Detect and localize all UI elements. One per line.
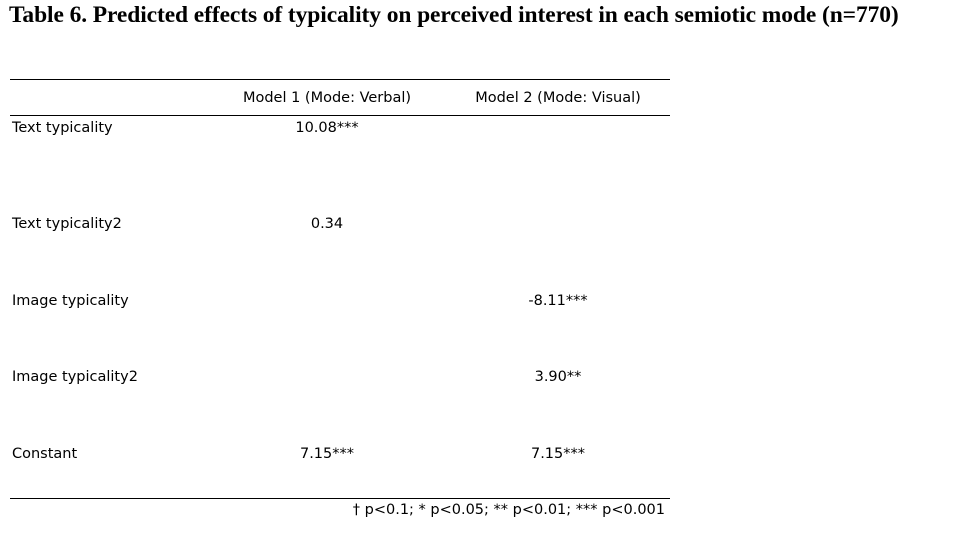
model-2-value [446, 116, 670, 193]
row-label: Image typicality [12, 292, 129, 309]
row-label: Image typicality2 [12, 369, 138, 385]
table-row: Text typicality 10.08*** [10, 116, 670, 193]
model-2-value: 7.15*** [530, 445, 586, 462]
table-title: Table 6. Predicted effects of typicality… [9, 2, 899, 28]
table-row: Image typicality2 3.90** [10, 345, 670, 422]
model-1-value: 0.34 [310, 216, 344, 232]
header-row: Model 1 (Mode: Verbal) Model 2 (Mode: Vi… [10, 80, 670, 116]
significance-footnote: † p<0.1; * p<0.05; ** p<0.01; *** p<0.00… [352, 502, 665, 518]
table-row: Image typicality -8.11*** [10, 269, 670, 346]
model-2-value [446, 192, 670, 269]
table-row: Text typicality2 0.34 [10, 192, 670, 269]
table-body: Text typicality 10.08*** Text typicality… [10, 116, 670, 499]
header-empty-cell [10, 80, 208, 116]
row-label: Text typicality2 [12, 216, 122, 232]
model-1-value: 10.08*** [295, 120, 359, 136]
model-2-value: 3.90** [534, 369, 582, 385]
table-header: Model 1 (Mode: Verbal) Model 2 (Mode: Vi… [10, 79, 670, 116]
row-label: Text typicality [12, 120, 113, 136]
regression-table: Model 1 (Mode: Verbal) Model 2 (Mode: Vi… [10, 79, 670, 499]
model-1-value [208, 269, 446, 346]
row-label: Constant [12, 445, 78, 462]
table-row: Constant 7.15*** 7.15*** [10, 422, 670, 499]
header-model-2: Model 2 (Mode: Visual) [475, 89, 641, 106]
model-2-value: -8.11*** [528, 292, 588, 309]
header-model-1: Model 1 (Mode: Verbal) [242, 89, 412, 106]
model-1-value: 7.15*** [299, 445, 355, 462]
regression-table-container: Model 1 (Mode: Verbal) Model 2 (Mode: Vi… [10, 79, 670, 499]
model-1-value [208, 345, 446, 422]
